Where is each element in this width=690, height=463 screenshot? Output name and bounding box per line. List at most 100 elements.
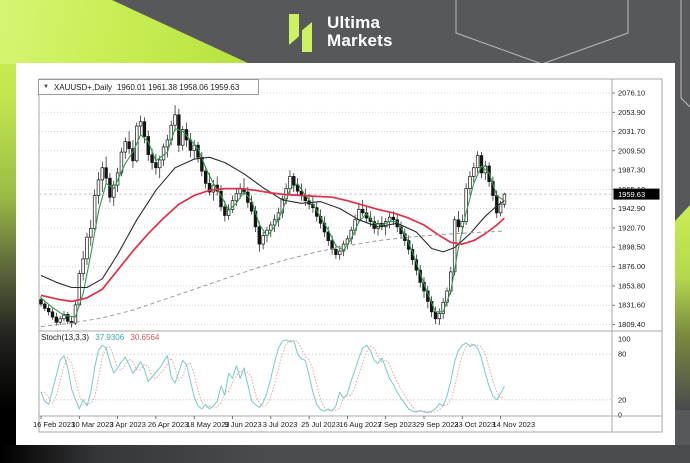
candle-body [387, 216, 392, 222]
candle-body [234, 193, 239, 202]
chart-window-border [38, 78, 663, 433]
stochastic-indicator-label: Stoch(13,3,3) 37.9306 30.6564 [41, 333, 159, 342]
candle-body [158, 159, 162, 169]
candle-body [127, 141, 131, 149]
candle-body [288, 176, 292, 189]
date-tick-label: 9 Jun 2023 [225, 420, 262, 429]
candle-body [154, 162, 158, 169]
bottom-dark-band [0, 445, 690, 463]
date-tick-label: 16 Aug 2023 [339, 420, 381, 429]
stochastic-d-value: 30.6564 [130, 333, 160, 342]
candle-body [391, 216, 396, 221]
ultima-markets-logo-icon [287, 12, 315, 52]
price-tick-label: 1853.80 [618, 281, 645, 290]
candle-body [257, 226, 262, 245]
stochastic-k-value: 37.9306 [95, 333, 125, 342]
candle-body [223, 206, 227, 216]
brand-name-line1: Ultima [327, 13, 381, 32]
candle-body [475, 155, 480, 169]
candle-body [123, 141, 127, 153]
right-lime-gradient-strip [675, 205, 690, 410]
stoch-axis-label: 100 [618, 335, 631, 344]
price-tick-label: 1876.00 [618, 262, 645, 271]
stoch-k-line [40, 339, 505, 414]
candle-body [456, 219, 461, 228]
candle-body [326, 231, 330, 241]
candle-body [361, 209, 365, 214]
candle-body [66, 314, 70, 322]
candle-body [92, 195, 97, 229]
price-tick-label: 1987.30 [618, 166, 645, 175]
candle-body [437, 313, 442, 320]
candle-body [43, 303, 47, 309]
date-tick-label: 29 Sep 2023 [416, 420, 459, 429]
date-tick-label: 3 Jul 2023 [263, 420, 298, 429]
chart-card [16, 63, 675, 445]
candle-body [104, 167, 108, 179]
candle-body [464, 188, 468, 222]
brand-name-line2: Markets [327, 31, 393, 50]
date-tick-label: 10 Mar 2023 [71, 420, 113, 429]
date-tick-label: 3 Apr 2023 [110, 420, 146, 429]
candle-body [50, 311, 55, 318]
date-tick-label: 25 Jul 2023 [301, 420, 340, 429]
candle-body [142, 121, 147, 137]
candle-body [334, 248, 338, 255]
ohlc-readout: 1960.01 1961.38 1958.06 1959.63 [116, 82, 240, 92]
candle-body [330, 240, 334, 250]
symbol-title-box[interactable]: ▼ XAUUSD+,Daily 1960.01 1961.38 1958.06 … [38, 79, 259, 95]
candle-body [89, 228, 93, 238]
candle-body [192, 144, 196, 151]
candle-body [181, 129, 185, 146]
price-tick-label: 1898.50 [618, 243, 645, 252]
stoch-d-line [41, 339, 505, 413]
candle-body [479, 155, 484, 174]
date-tick-label: 7 Sep 2023 [378, 420, 416, 429]
price-tick-label: 2009.50 [618, 146, 645, 155]
stoch-axis-label: 0 [618, 411, 622, 420]
candle-body [138, 121, 143, 127]
candle-body [96, 179, 101, 196]
price-tick-label: 1920.70 [618, 223, 645, 232]
date-tick-label: 16 Feb 2023 [33, 420, 75, 429]
price-tick-label: 1809.40 [618, 320, 645, 329]
candle-body [269, 224, 273, 231]
symbol-timeframe-label: XAUUSD+,Daily [53, 82, 112, 92]
candle-body [173, 114, 177, 126]
candle-body [338, 250, 342, 255]
candle-body [108, 177, 112, 198]
date-tick-label: 23 Oct 2023 [454, 420, 495, 429]
candle-body [112, 184, 116, 198]
brand-logo: Ultima Markets [287, 12, 393, 52]
candle-body [161, 146, 166, 161]
price-tick-label: 2053.90 [618, 108, 645, 117]
candle-body [433, 311, 438, 320]
long-ma-gray-dashed-line [40, 230, 505, 328]
candle-body [62, 314, 66, 320]
candle-body [472, 167, 476, 177]
candle-body [100, 167, 104, 181]
candle-body [495, 195, 499, 214]
stoch-axis-label: 80 [618, 350, 626, 359]
price-tick-label: 1942.90 [618, 204, 645, 213]
candle-body [46, 308, 51, 313]
dropdown-arrow-icon[interactable]: ▼ [43, 84, 49, 90]
candle-body [85, 236, 89, 260]
brand-name: Ultima Markets [327, 14, 393, 50]
date-tick-label: 18 May 2023 [186, 420, 229, 429]
candle-body [211, 184, 216, 193]
logo-bar-left [289, 14, 299, 45]
candle-body [295, 184, 300, 192]
candle-body [203, 170, 208, 184]
price-tick-label: 2076.10 [618, 89, 645, 98]
price-tick-label: 1831.60 [618, 301, 645, 310]
candle-body [150, 154, 154, 163]
candle-body [165, 139, 170, 148]
mid-ma-black-line [40, 156, 505, 289]
candle-body [54, 316, 59, 323]
candle-body [207, 183, 212, 193]
candle-body [58, 318, 62, 323]
candle-body [261, 235, 265, 245]
